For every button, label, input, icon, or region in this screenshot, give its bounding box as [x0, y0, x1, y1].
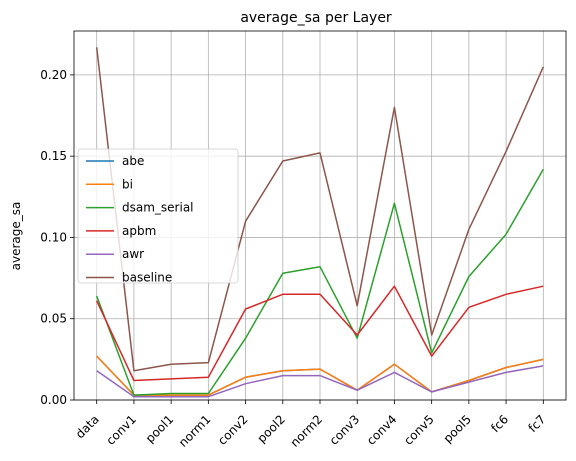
series-line-baseline: [95, 47, 544, 372]
y-tick-label: 0.05: [40, 312, 67, 326]
legend-label: bi: [122, 177, 133, 191]
series-line-dsam_serial: [95, 168, 544, 396]
legend-label: awr: [122, 247, 144, 261]
legend-label: apbm: [122, 224, 156, 238]
series-lines: [95, 47, 544, 398]
series-line-apbm: [96, 285, 544, 382]
series-line-bi: [96, 355, 544, 396]
legend-label: abe: [122, 154, 144, 168]
legend-label: baseline: [122, 271, 172, 285]
plot-frame: [73, 30, 567, 401]
y-tick-label: 0.15: [40, 149, 67, 163]
y-tick-label: 0.10: [40, 230, 67, 244]
y-axis: 0.00 0.05 0.10 0.15 0.20: [40, 68, 74, 407]
chart-title: average_sa per Layer: [240, 10, 392, 26]
legend-box: [77, 148, 239, 284]
series-line-awr: [96, 365, 544, 398]
legend-label: dsam_serial: [122, 201, 194, 215]
y-axis-label: average_sa: [9, 202, 23, 271]
y-tick-label: 0.20: [40, 68, 67, 82]
y-tick-label: 0.00: [40, 393, 67, 407]
